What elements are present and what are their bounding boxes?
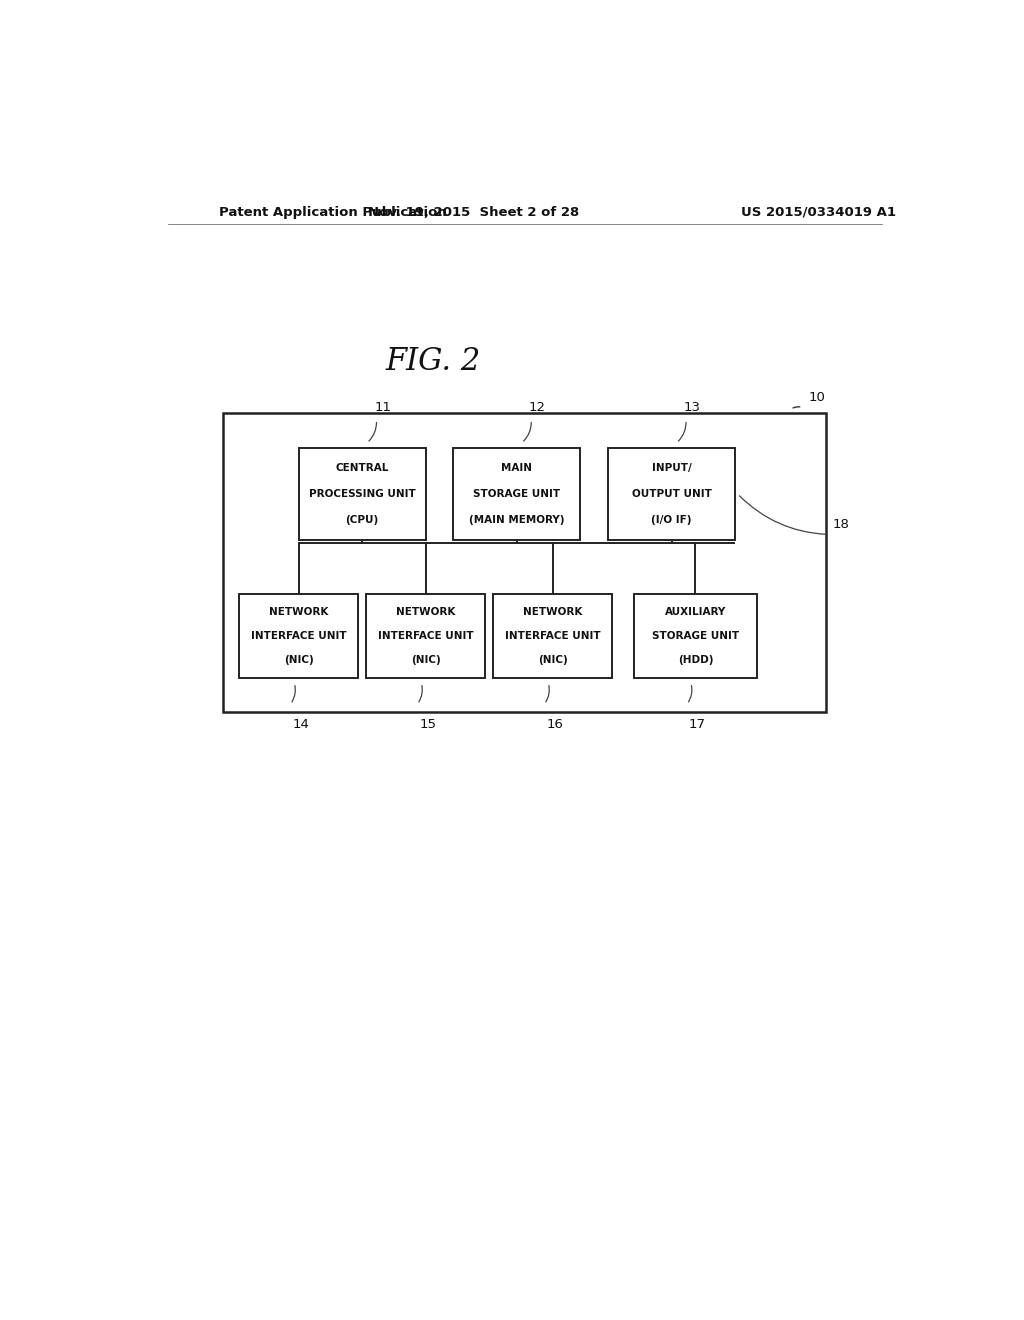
Text: 17: 17 xyxy=(689,718,706,731)
Bar xyxy=(223,413,826,713)
Text: INTERFACE UNIT: INTERFACE UNIT xyxy=(505,631,600,642)
Text: NETWORK: NETWORK xyxy=(396,607,456,618)
Text: FIG. 2: FIG. 2 xyxy=(386,346,481,378)
Text: (MAIN MEMORY): (MAIN MEMORY) xyxy=(469,515,564,525)
Bar xyxy=(494,594,612,677)
Bar xyxy=(367,594,485,677)
Text: CENTRAL: CENTRAL xyxy=(336,463,389,473)
Text: 11: 11 xyxy=(374,401,391,414)
Text: (I/O IF): (I/O IF) xyxy=(651,515,692,525)
Text: (NIC): (NIC) xyxy=(538,655,567,665)
Text: (HDD): (HDD) xyxy=(678,655,713,665)
Text: AUXILIARY: AUXILIARY xyxy=(665,607,726,618)
Text: 15: 15 xyxy=(419,718,436,731)
Text: 16: 16 xyxy=(546,718,563,731)
Bar xyxy=(608,447,735,540)
Text: 12: 12 xyxy=(529,401,546,414)
Bar xyxy=(634,594,757,677)
Bar xyxy=(454,447,581,540)
Text: PROCESSING UNIT: PROCESSING UNIT xyxy=(309,488,416,499)
Text: NETWORK: NETWORK xyxy=(523,607,583,618)
Text: MAIN: MAIN xyxy=(502,463,532,473)
Bar xyxy=(299,447,426,540)
Text: OUTPUT UNIT: OUTPUT UNIT xyxy=(632,488,712,499)
Text: 13: 13 xyxy=(684,401,700,414)
Text: 18: 18 xyxy=(833,517,850,531)
Text: (NIC): (NIC) xyxy=(284,655,313,665)
Text: 10: 10 xyxy=(809,391,825,404)
Text: Patent Application Publication: Patent Application Publication xyxy=(219,206,447,219)
Text: INPUT/: INPUT/ xyxy=(651,463,691,473)
Text: Nov. 19, 2015  Sheet 2 of 28: Nov. 19, 2015 Sheet 2 of 28 xyxy=(368,206,579,219)
Text: (NIC): (NIC) xyxy=(411,655,440,665)
Text: STORAGE UNIT: STORAGE UNIT xyxy=(473,488,560,499)
Text: 14: 14 xyxy=(292,718,309,731)
Text: STORAGE UNIT: STORAGE UNIT xyxy=(652,631,739,642)
Text: NETWORK: NETWORK xyxy=(269,607,329,618)
Text: (CPU): (CPU) xyxy=(345,515,379,525)
Text: INTERFACE UNIT: INTERFACE UNIT xyxy=(251,631,346,642)
Text: US 2015/0334019 A1: US 2015/0334019 A1 xyxy=(741,206,896,219)
Text: INTERFACE UNIT: INTERFACE UNIT xyxy=(378,631,473,642)
Bar xyxy=(240,594,358,677)
